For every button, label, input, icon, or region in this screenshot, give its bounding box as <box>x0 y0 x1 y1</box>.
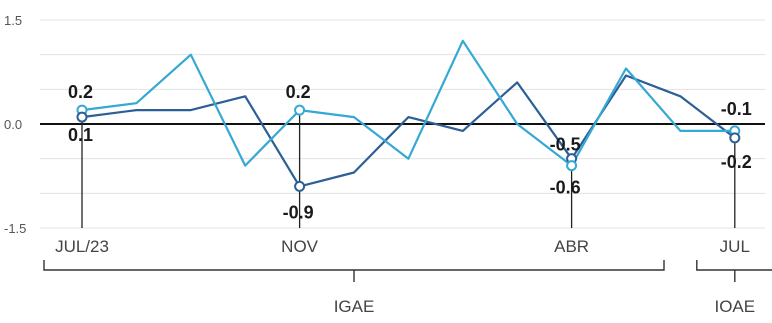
data-label: -0.5 <box>550 135 581 155</box>
data-label: -0.2 <box>721 152 752 172</box>
group-label: IGAE <box>334 297 375 316</box>
group-label: IOAE <box>714 297 755 316</box>
series-line-2 <box>81 39 735 167</box>
y-tick-label: 1.5 <box>4 13 22 28</box>
data-point-marker <box>729 132 741 144</box>
data-label: -0.9 <box>283 202 314 222</box>
data-label: 0.2 <box>286 82 311 102</box>
data-point-marker <box>294 104 306 116</box>
data-point-marker <box>294 180 306 192</box>
data-label: -0.6 <box>550 178 581 198</box>
data-label: -0.1 <box>721 99 752 119</box>
group-bracket <box>696 260 772 271</box>
series-line-1 <box>81 74 736 188</box>
y-tick-label: 0.0 <box>4 117 22 132</box>
data-point-marker <box>566 160 578 172</box>
x-tick-label: NOV <box>281 237 319 256</box>
data-point-marker <box>76 111 88 123</box>
x-tick-label: JUL/23 <box>55 237 109 256</box>
group-bracket <box>43 260 665 271</box>
data-label: 0.1 <box>68 125 93 145</box>
data-label: 0.2 <box>68 82 93 102</box>
x-tick-label: ABR <box>554 237 589 256</box>
y-tick-label: -1.5 <box>4 221 26 236</box>
x-tick-label: JUL <box>720 237 750 256</box>
